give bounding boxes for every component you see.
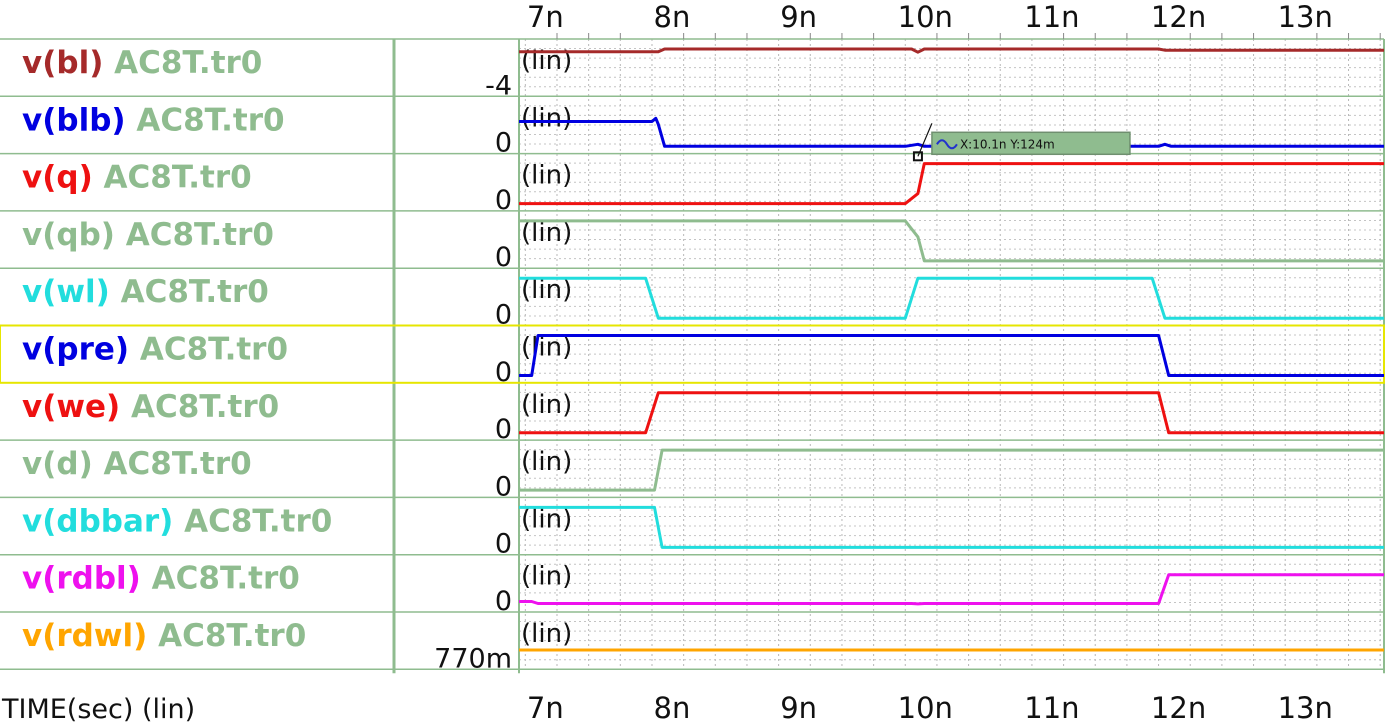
trace-vdbbar: [519, 505, 1384, 549]
signal-label[interactable]: v(q) AC8T.tr0: [22, 160, 252, 196]
x-tick-label-top: 13n: [1278, 0, 1333, 34]
signal-label[interactable]: v(pre) AC8T.tr0: [22, 332, 288, 368]
row-separators: [0, 38, 1385, 674]
signal-source: AC8T.tr0: [129, 332, 288, 368]
cursor-readout: X:10.1n Y:124m: [960, 137, 1055, 151]
x-tick-label-top: 7n: [527, 0, 564, 34]
signal-source: AC8T.tr0: [141, 561, 300, 597]
cursor-tooltip: [931, 131, 1131, 156]
x-tick-label-bottom: 9n: [780, 691, 817, 724]
signal-name: v(rdwl): [22, 618, 147, 654]
signal-label[interactable]: v(rdwl) AC8T.tr0: [22, 618, 306, 654]
y-tick-label: 770m: [434, 643, 512, 674]
x-tick-label-bottom: 13n: [1278, 691, 1333, 724]
trace-vd: [519, 448, 1384, 492]
scale-label: (lin): [521, 390, 572, 420]
signal-source: AC8T.tr0: [173, 503, 332, 539]
signal-label[interactable]: v(bl) AC8T.tr0: [22, 45, 262, 81]
signal-source: AC8T.tr0: [93, 446, 252, 482]
x-tick-labels: 7n 7n 8n 8n 9n 9n 10n 10n 11n 11n 12n 12n 13n 13n: [527, 0, 1381, 725]
wave-icon: [936, 139, 958, 150]
x-tick-label-top: 8n: [654, 0, 691, 34]
signal-source: AC8T.tr0: [115, 217, 274, 253]
trace-vwe: [519, 391, 1384, 435]
signal-name: v(d): [22, 446, 93, 482]
y-tick-label: 0: [495, 414, 512, 445]
trace-vbl: [519, 47, 1384, 54]
signal-source: AC8T.tr0: [93, 160, 252, 196]
scale-label: (lin): [521, 562, 572, 592]
signal-name: v(pre): [22, 332, 129, 368]
trace-vwl: [519, 276, 1384, 320]
signal-label[interactable]: v(d) AC8T.tr0: [22, 446, 252, 482]
x-tick-label-bottom: 12n: [1151, 691, 1206, 724]
y-tick-labels: -4 0 0 0 0 0 0 0 0 0 770m: [434, 70, 512, 674]
y-tick-label: 0: [495, 128, 512, 159]
signal-label[interactable]: v(blb) AC8T.tr0: [22, 102, 285, 138]
trace-vblb: [519, 116, 1384, 148]
signal-name: v(dbbar): [22, 503, 173, 539]
x-tick-label-bottom: 7n: [527, 691, 564, 724]
y-tick-label: -4: [485, 70, 512, 101]
selected-row-highlight: [0, 324, 1385, 384]
scale-label: (lin): [521, 619, 572, 649]
signal-name: v(q): [22, 160, 93, 196]
x-tick-label-bottom: 8n: [654, 691, 691, 724]
y-tick-label: 0: [495, 242, 512, 273]
x-tick-label-top: 11n: [1024, 0, 1079, 34]
trace-vpre: [519, 334, 1384, 377]
grid: [519, 39, 1384, 670]
scale-label: (lin): [521, 504, 572, 534]
y-tick-label: 0: [495, 185, 512, 216]
cursor-marker[interactable]: X:10.1n Y:124m: [912, 123, 1131, 162]
signal-name: v(wl): [22, 274, 110, 310]
trace-vq: [519, 162, 1384, 206]
signal-source: AC8T.tr0: [103, 45, 262, 81]
signal-name: v(rdbl): [22, 561, 141, 597]
x-tick-label-top: 12n: [1151, 0, 1206, 34]
x-tick-label-bottom: 11n: [1024, 691, 1079, 724]
signal-name: v(blb): [22, 102, 126, 138]
x-tick-label-top: 10n: [898, 0, 953, 34]
signal-name: v(qb): [22, 217, 115, 253]
y-tick-label: 0: [495, 471, 512, 502]
cursor-point[interactable]: [912, 151, 923, 162]
y-tick-label: 0: [495, 529, 512, 560]
signal-name: v(bl): [22, 45, 103, 81]
scale-label: (lin): [521, 447, 572, 477]
signal-source: AC8T.tr0: [110, 274, 269, 310]
scale-label: (lin): [521, 333, 572, 363]
trace-vrdbl: [519, 573, 1384, 606]
signal-label[interactable]: v(we) AC8T.tr0: [22, 389, 279, 425]
scale-labels: (lin) (lin) (lin) (lin) (lin) (lin) (lin) (lin)…: [521, 46, 572, 649]
scale-label: (lin): [521, 103, 572, 133]
x-tick-label-top: 9n: [780, 0, 817, 34]
y-tick-label: 0: [495, 300, 512, 331]
trace-vqb: [519, 219, 1384, 263]
x-axis-title: TIME(sec) (lin): [1, 694, 195, 724]
signal-source: AC8T.tr0: [147, 618, 306, 654]
signal-label[interactable]: v(qb) AC8T.tr0: [22, 217, 274, 253]
scale-label: (lin): [521, 161, 572, 191]
scale-label: (lin): [521, 218, 572, 248]
y-tick-label: 0: [495, 586, 512, 617]
signal-name: v(we): [22, 389, 120, 425]
signal-label[interactable]: v(dbbar) AC8T.tr0: [22, 503, 332, 539]
signal-traces: [519, 47, 1384, 652]
signal-label[interactable]: v(rdbl) AC8T.tr0: [22, 561, 300, 597]
scale-label: (lin): [521, 275, 572, 305]
signal-label[interactable]: v(wl) AC8T.tr0: [22, 274, 269, 310]
signal-source: AC8T.tr0: [126, 102, 285, 138]
signal-source: AC8T.tr0: [120, 389, 279, 425]
y-tick-label: 0: [495, 357, 512, 388]
x-tick-label-bottom: 10n: [898, 691, 953, 724]
cursor-leader: [917, 123, 933, 157]
